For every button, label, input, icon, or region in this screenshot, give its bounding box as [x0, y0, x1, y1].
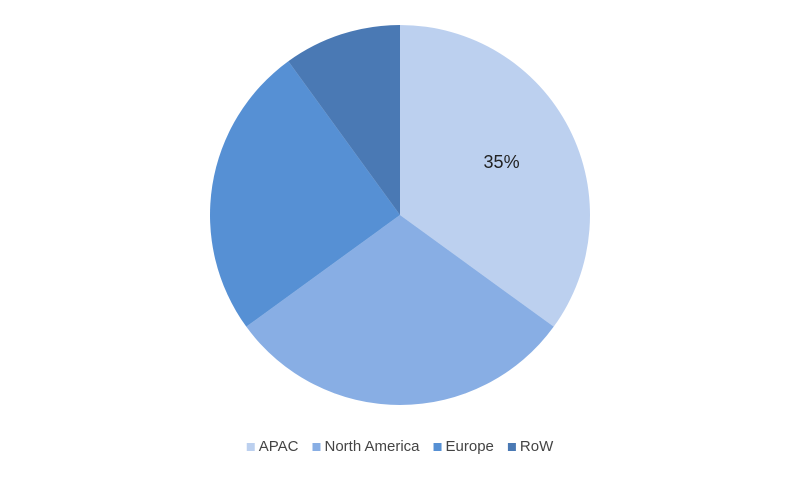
legend-label: APAC [259, 438, 299, 455]
legend-swatch [507, 443, 516, 451]
pie-slice [400, 25, 591, 327]
legend-label: Europe [446, 438, 494, 455]
legend-label: RoW [520, 438, 554, 455]
pie-slice [210, 61, 400, 327]
legend-label: North America [324, 438, 420, 455]
legend-swatch [246, 443, 255, 451]
legend-swatch [433, 443, 442, 451]
legend-swatch [312, 443, 321, 451]
pie-slice [288, 25, 400, 215]
data-label: 35% [484, 152, 520, 172]
pie-slice [246, 215, 554, 406]
